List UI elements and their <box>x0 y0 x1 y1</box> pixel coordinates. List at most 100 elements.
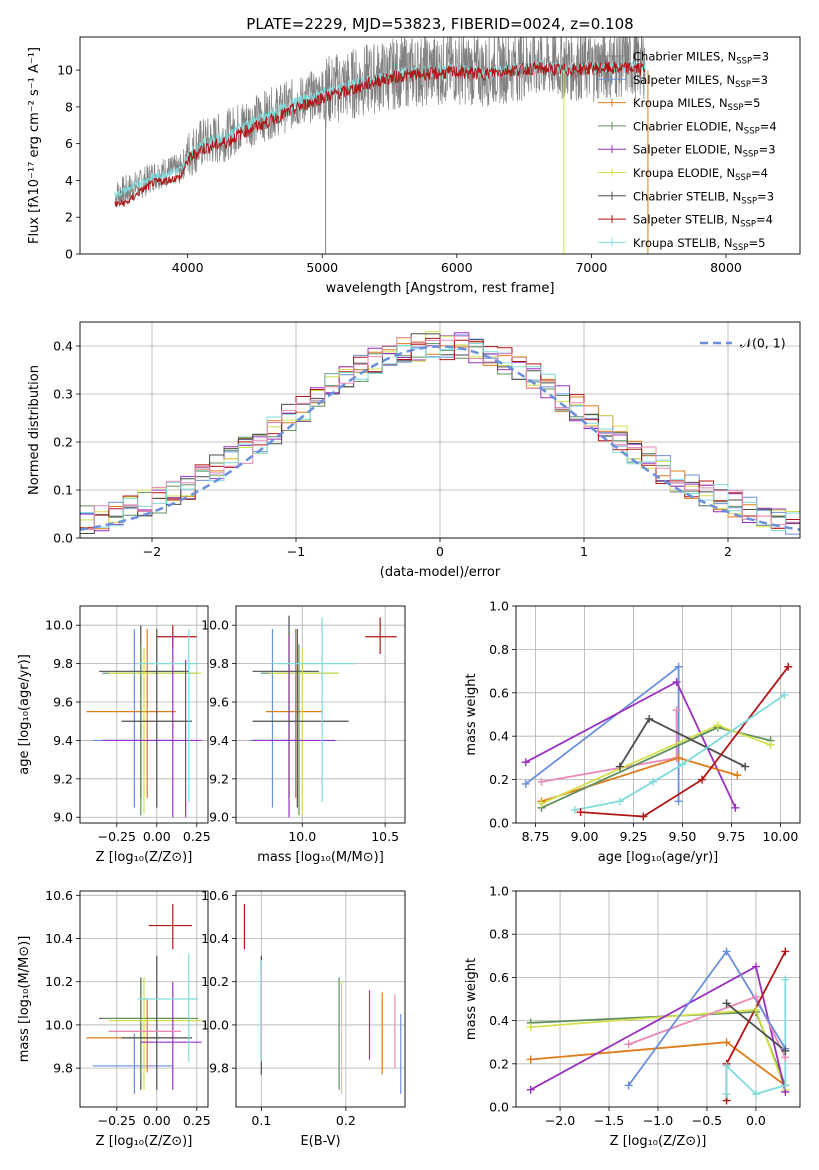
y-tick-label: 9.0 <box>209 810 229 825</box>
y-tick-label: 0.8 <box>489 927 509 942</box>
y-tick-label: 10.4 <box>201 931 229 946</box>
y-tick-label: 0.2 <box>489 772 509 787</box>
panel-weight-vs-age: 8.75 9.00 9.25 9.50 9.75 10.00 0.0 0.2 0.4 0.6 0.8… <box>464 599 801 865</box>
y-axis-label: age [log₁₀(age/yr)] <box>17 654 32 775</box>
x-tick-label: 1 <box>580 544 588 559</box>
y-tick-label: 2 <box>65 210 73 225</box>
weight-marker-orange <box>674 753 683 762</box>
x-tick-label: 4000 <box>172 260 204 275</box>
plot-area <box>86 903 202 1095</box>
weight-marker-cyan <box>781 1081 790 1090</box>
y-tick-label: 9.8 <box>53 656 73 671</box>
x-tick-label: 0.0 <box>746 1113 766 1128</box>
x-tick-label: 8000 <box>710 260 742 275</box>
normal-curve <box>80 345 800 531</box>
x-axis-label: Z [log₁₀(Z/Z⊙)] <box>610 1134 707 1149</box>
weight-marker-purple <box>526 1085 535 1094</box>
plot-area <box>249 615 397 818</box>
weight-marker-cyan <box>780 690 789 699</box>
weight-marker-pink <box>751 992 760 1001</box>
weight-marker-dark <box>741 762 750 771</box>
panel-mass-vs-ebv: 0.1 0.2 9.8 10.0 10.2 10.4 10.6 E(B-V) <box>201 888 406 1149</box>
y-tick-label: 10.0 <box>201 618 229 633</box>
weight-marker-red <box>639 812 648 821</box>
figure-title: PLATE=2229, MJD=53823, FIBERID=0024, z=0… <box>246 15 633 33</box>
y-tick-label: 9.4 <box>209 733 229 748</box>
x-tick-label: −1 <box>287 544 305 559</box>
weight-marker-yellow <box>526 1023 535 1032</box>
weight-marker-cyan <box>615 797 624 806</box>
x-tick-label: 0.25 <box>183 829 211 844</box>
y-axis-label: Flux [fλ10⁻¹⁷ erg cm⁻² s⁻¹ A⁻¹] <box>27 47 42 244</box>
y-axis-label: mass weight <box>464 673 479 755</box>
axes-frame <box>235 890 406 1108</box>
histogram-cyan <box>80 343 800 531</box>
panel-age-vs-z: −0.25 0.00 0.25 9.0 9.2 9.4 9.6 9.8 10.0 Z [log₁₀… <box>17 605 211 865</box>
x-tick-label: 9.50 <box>669 829 697 844</box>
x-axis-label: wavelength [Angstrom, rest frame] <box>326 281 555 296</box>
legend-label: Chabrier MILES, NSSP=3 <box>633 50 769 67</box>
x-tick-label: −1.5 <box>594 1113 624 1128</box>
weight-marker-red <box>576 808 585 817</box>
weight-line-dark <box>726 1002 786 1052</box>
weight-marker-orange <box>733 771 742 780</box>
legend-label: Salpeter ELODIE, NSSP=3 <box>633 143 776 160</box>
legend-label: Kroupa ELODIE, NSSP=4 <box>633 166 768 183</box>
x-axis-label: age [log₁₀(age/yr)] <box>598 850 719 865</box>
weight-marker-cyan <box>722 1090 731 1099</box>
weight-marker-dark <box>615 762 624 771</box>
y-tick-label: 9.8 <box>209 656 229 671</box>
x-tick-label: 10.5 <box>371 829 399 844</box>
x-tick-label: 9.00 <box>571 829 599 844</box>
x-axis-label: Z [log₁₀(Z/Z⊙)] <box>96 1134 193 1149</box>
y-tick-label: 6 <box>65 136 73 151</box>
legend-label: Chabrier ELODIE, NSSP=4 <box>633 119 777 136</box>
x-tick-label: 0.00 <box>143 829 171 844</box>
x-tick-label: 9.75 <box>718 829 746 844</box>
weight-marker-purple <box>672 677 681 686</box>
y-axis-label: Normed distribution <box>27 365 42 495</box>
panel-mass-vs-z: −0.25 0.00 0.25 9.8 10.0 10.2 10.4 10.6 Z [log₁₀… <box>17 888 211 1149</box>
weight-marker-blue <box>674 797 683 806</box>
weight-marker-yellow <box>537 799 546 808</box>
y-tick-label: 9.6 <box>209 695 229 710</box>
y-tick-label: 0.0 <box>489 1100 509 1115</box>
x-tick-label: −0.25 <box>98 829 136 844</box>
legend-label: Kroupa STELIB, NSSP=5 <box>633 236 765 253</box>
weight-marker-cyan <box>678 760 687 769</box>
axes-frame <box>79 605 209 824</box>
x-tick-label: 7000 <box>575 260 607 275</box>
panel-age-vs-mass: 10.0 10.5 9.0 9.2 9.4 9.6 9.8 10.0 mass [log₁₀(M… <box>201 605 406 865</box>
spectrum-legend: Chabrier MILES, NSSP=3 Salpeter MILES, NS… <box>598 50 777 253</box>
weight-marker-cyan <box>751 1090 760 1099</box>
weight-line-purple <box>525 680 737 809</box>
y-tick-label: 9.8 <box>209 1061 229 1076</box>
y-tick-label: 10.2 <box>201 974 229 989</box>
weight-marker-blue <box>624 1081 633 1090</box>
weight-marker-blue <box>722 947 731 956</box>
weight-marker-purple <box>521 758 530 767</box>
panel-residuals: −2 −1 0 1 2 0.0 0.1 0.2 0.3 0.4 (data-model)/error… <box>27 321 801 580</box>
y-tick-label: 9.4 <box>53 733 73 748</box>
y-tick-label: 10 <box>57 63 73 78</box>
y-tick-label: 0.4 <box>489 1013 509 1028</box>
y-tick-label: 10.0 <box>45 1017 73 1032</box>
y-tick-label: 8 <box>65 99 73 114</box>
x-tick-label: −0.5 <box>692 1113 722 1128</box>
y-tick-label: 10.2 <box>45 974 73 989</box>
y-axis-label: mass [log₁₀(M/M⊙)] <box>17 936 32 1063</box>
weight-marker-cyan <box>570 805 579 814</box>
x-tick-label: 0.2 <box>336 1113 356 1128</box>
x-tick-label: −0.25 <box>98 1113 136 1128</box>
weight-marker-dark <box>645 714 654 723</box>
weight-marker-pink <box>624 1040 633 1049</box>
y-tick-label: 0.0 <box>489 816 509 831</box>
plot-area <box>80 331 800 535</box>
x-tick-label: 6000 <box>441 260 473 275</box>
x-axis-label: Z [log₁₀(Z/Z⊙)] <box>96 850 193 865</box>
weight-marker-purple <box>731 803 740 812</box>
x-tick-label: 9.25 <box>620 829 648 844</box>
plot-area <box>525 664 789 818</box>
y-tick-label: 0.2 <box>489 1056 509 1071</box>
